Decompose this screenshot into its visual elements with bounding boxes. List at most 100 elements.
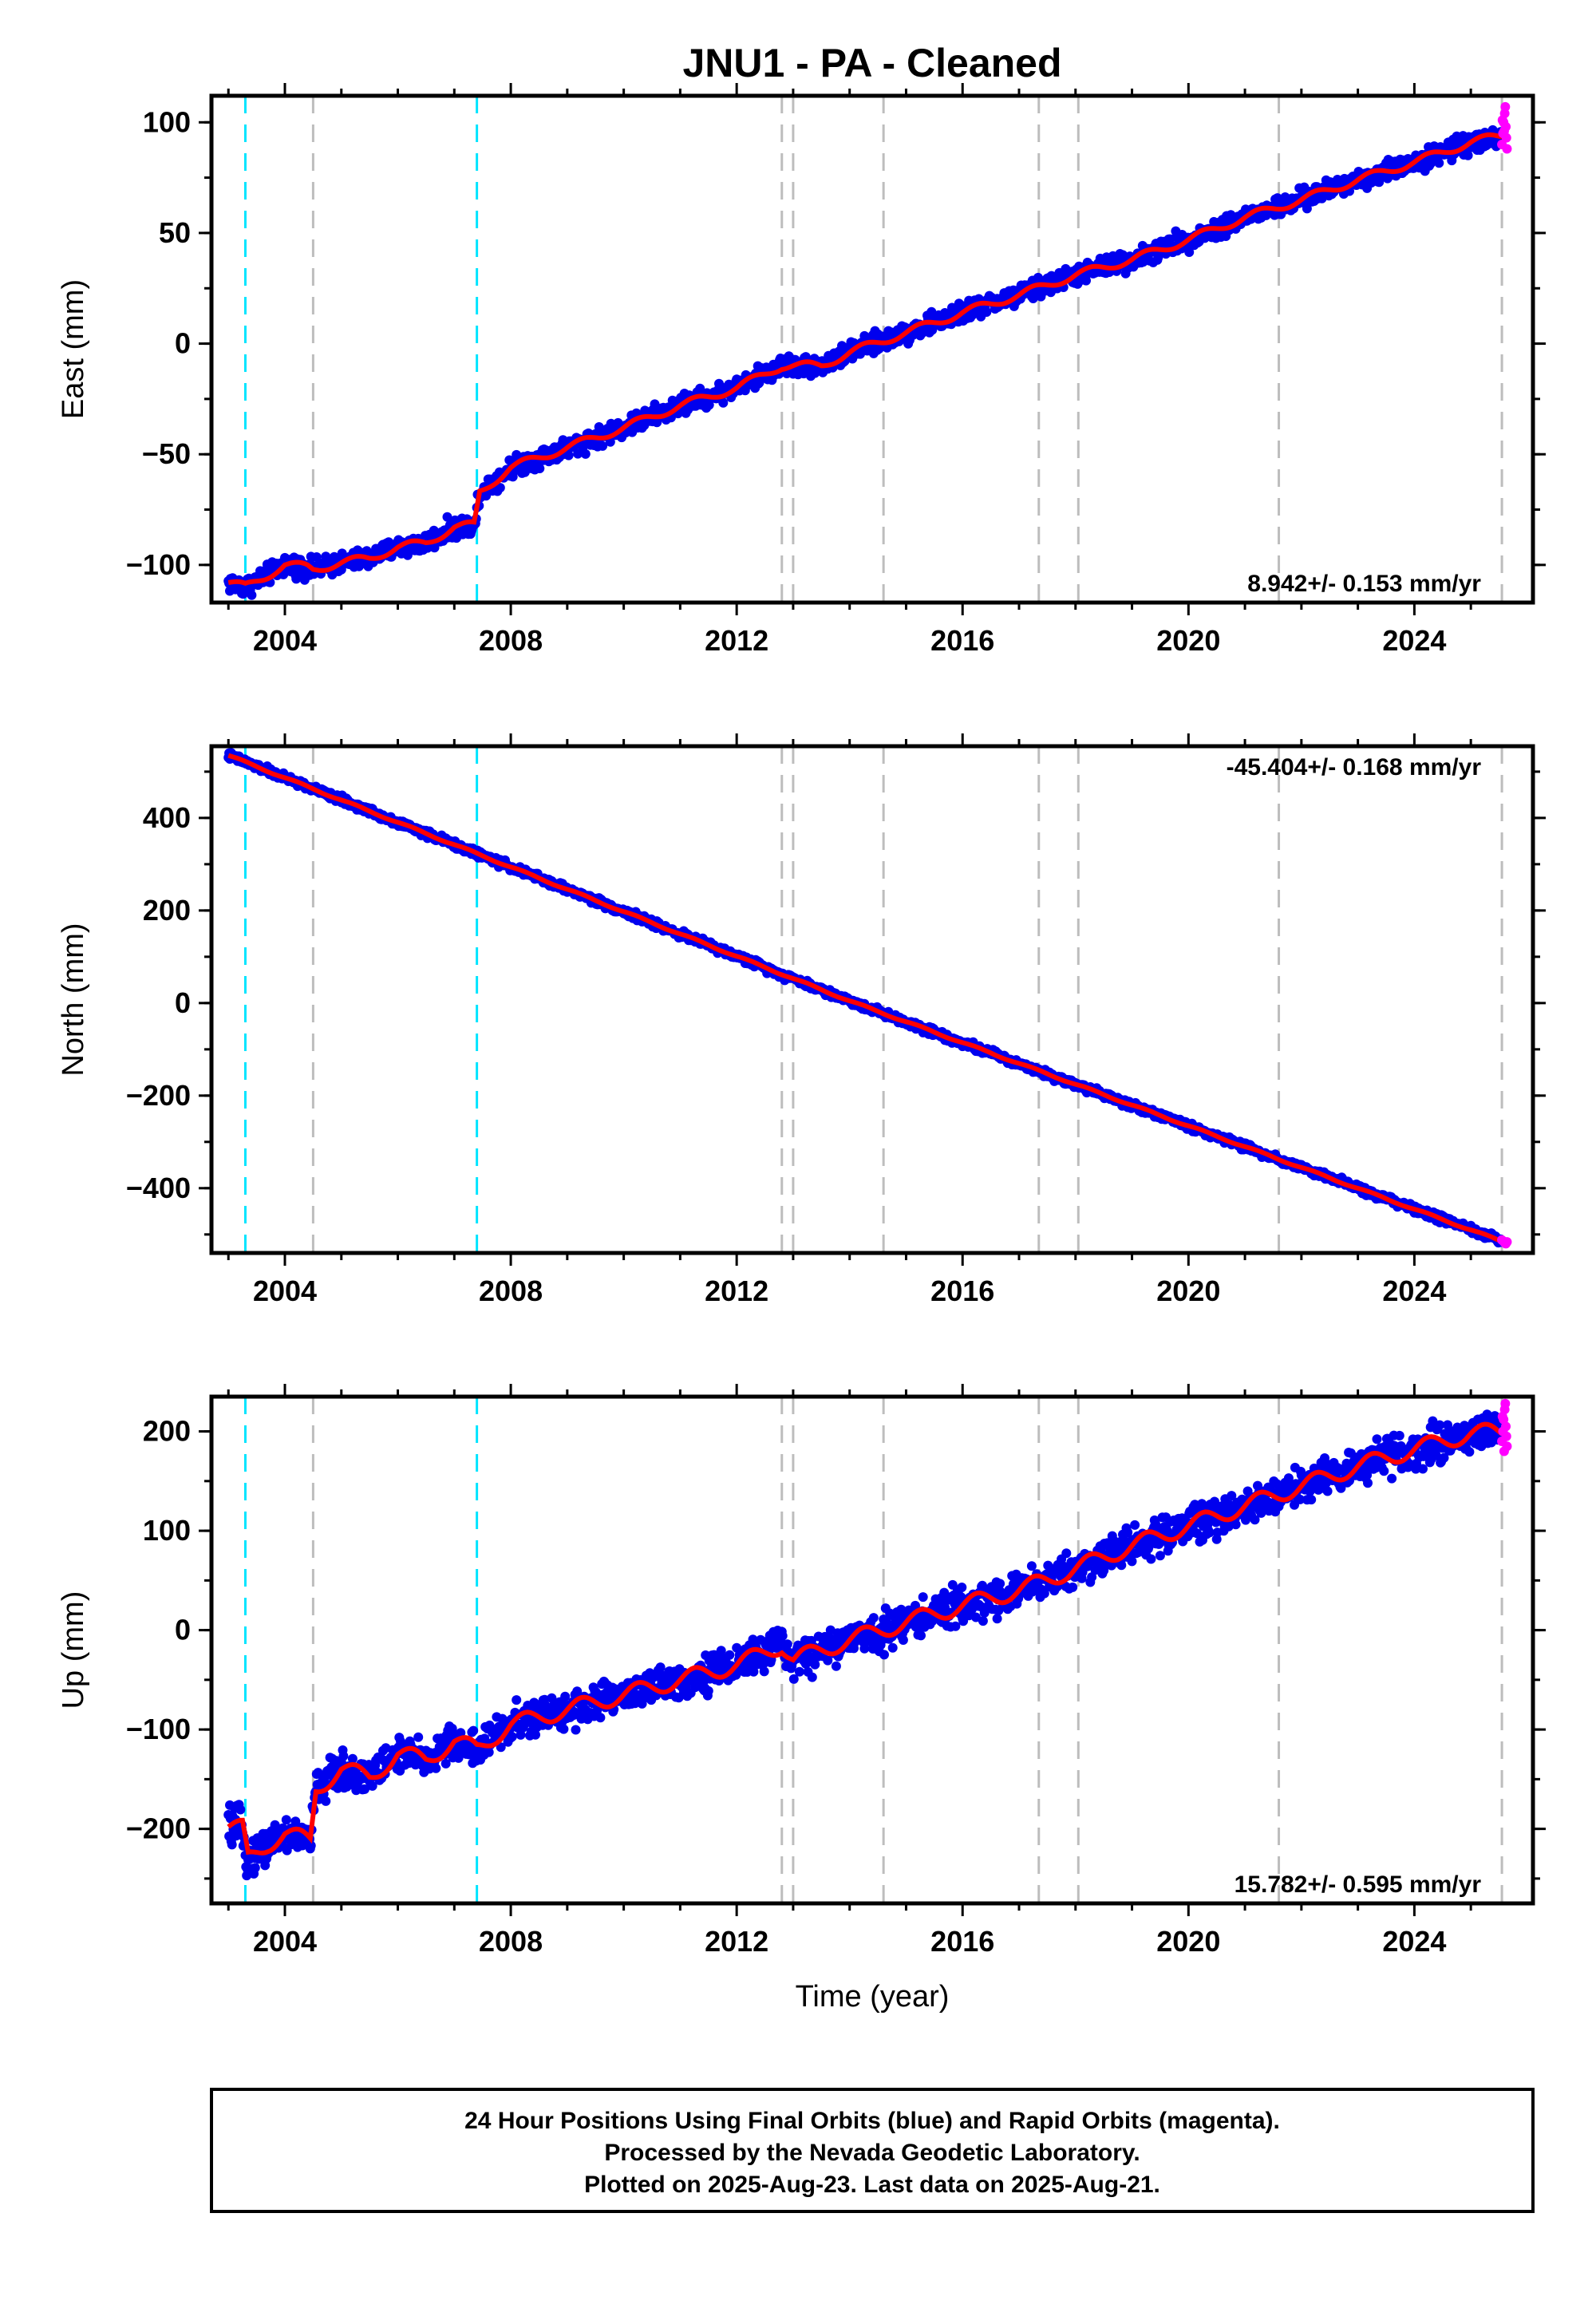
final-orbit-point [560, 1691, 571, 1701]
final-orbit-point [831, 1661, 841, 1671]
plot-frame [209, 744, 1535, 1255]
x-tick-label: 2016 [930, 624, 994, 657]
y-tick-label: 200 [143, 894, 191, 927]
final-orbit-point [655, 1662, 666, 1673]
final-orbit-point [495, 483, 505, 493]
y-tick-label: −400 [126, 1172, 191, 1204]
y-tick-label: 0 [175, 327, 191, 360]
final-orbit-points [223, 1409, 1507, 1881]
final-orbit-point [413, 1732, 424, 1742]
final-orbit-point [347, 1753, 358, 1764]
final-orbit-point [429, 543, 440, 553]
final-orbit-point [1463, 150, 1473, 160]
final-orbit-point [440, 1758, 451, 1769]
final-orbit-point [1081, 275, 1091, 286]
velocity-label: 8.942+/- 0.153 mm/yr [1247, 571, 1481, 597]
final-orbit-point [879, 1650, 889, 1660]
final-orbit-point [749, 1666, 759, 1677]
final-orbit-point [732, 1642, 742, 1653]
rapid-orbit-point [1497, 115, 1507, 125]
final-orbit-point [782, 1639, 792, 1650]
final-orbit-point [572, 1686, 583, 1697]
final-orbit-point [1302, 204, 1312, 214]
final-orbit-point [725, 1650, 735, 1660]
final-orbit-point [563, 450, 574, 460]
final-orbit-point [512, 1695, 522, 1705]
y-tick-label: 0 [175, 986, 191, 1019]
final-orbit-point [311, 552, 322, 562]
final-orbit-point [992, 1614, 1002, 1624]
final-orbit-point [559, 1724, 569, 1734]
x-tick-label: 2008 [479, 624, 543, 657]
final-orbit-point [995, 1579, 1005, 1589]
final-orbit-point [823, 1655, 833, 1666]
final-orbit-point [887, 1642, 898, 1653]
final-orbit-point [484, 1747, 494, 1757]
x-tick-label: 2020 [1156, 624, 1220, 657]
final-orbit-point [442, 512, 452, 522]
final-orbit-point [978, 1616, 988, 1626]
final-orbit-point [918, 1592, 928, 1603]
y-tick-label: −50 [142, 437, 191, 470]
plot-area [223, 1397, 1512, 1903]
final-orbit-point [868, 1613, 879, 1623]
final-orbit-point [580, 449, 591, 459]
x-tick-label: 2012 [705, 1275, 768, 1307]
final-orbit-point [718, 397, 729, 408]
final-orbit-point [531, 1729, 540, 1740]
final-orbit-point [777, 1630, 788, 1641]
final-orbit-point [703, 1686, 713, 1696]
rapid-orbit-points [1497, 1235, 1512, 1249]
final-orbit-point [598, 441, 608, 451]
final-orbit-point [1184, 247, 1195, 257]
y-tick-label: 50 [159, 216, 191, 249]
final-orbit-point [1153, 252, 1163, 263]
final-orbit-point [516, 1729, 526, 1740]
final-orbit-point [250, 1863, 260, 1873]
final-orbit-point [916, 1630, 926, 1641]
rapid-orbit-point [1502, 1237, 1512, 1247]
y-axis-label: North (mm) [57, 923, 90, 1076]
final-orbit-point [595, 1713, 606, 1723]
final-orbit-point [716, 1646, 726, 1656]
final-orbit-point [313, 1768, 323, 1778]
final-orbit-point [788, 1674, 799, 1684]
x-tick-label: 2024 [1382, 1275, 1446, 1307]
final-orbit-point [281, 1815, 291, 1825]
figure-title: JNU1 - PA - Cleaned [682, 41, 1061, 85]
y-tick-label: 400 [143, 801, 191, 834]
final-orbit-point [1026, 1561, 1037, 1571]
final-orbit-point [507, 1732, 517, 1742]
final-orbit-point [571, 1725, 581, 1735]
final-orbit-point [360, 1784, 369, 1794]
final-orbit-point [982, 307, 992, 317]
final-orbit-point [235, 1804, 246, 1815]
x-tick-label: 2024 [1382, 624, 1446, 657]
final-orbit-point [979, 1607, 990, 1618]
x-tick-label: 2012 [705, 624, 768, 657]
final-orbit-point [402, 550, 413, 560]
final-orbit-point [321, 1796, 331, 1806]
final-orbit-point [431, 1763, 441, 1773]
final-orbit-point [759, 1666, 769, 1677]
final-orbit-point [810, 1659, 820, 1670]
final-orbit-point [957, 1583, 967, 1592]
north-panel: 2004 2008 2012 2016 2020 2024−400−2000200400N… [57, 733, 1546, 1307]
x-tick-label: 2008 [479, 1275, 543, 1307]
up-panel: 2004 2008 2012 2016 2020 2024−200−1000100200U… [57, 1384, 1546, 1958]
final-orbit-points [223, 124, 1507, 600]
final-orbit-point [306, 1840, 316, 1851]
rapid-orbit-point [1499, 126, 1509, 136]
velocity-label: -45.404+/- 0.168 mm/yr [1227, 754, 1482, 781]
final-orbit-point [898, 1635, 908, 1645]
plot-frame [209, 93, 1535, 605]
final-orbit-point [971, 1612, 981, 1622]
final-orbit-point [950, 1621, 961, 1631]
final-orbit-point [468, 1725, 479, 1736]
y-tick-label: 100 [143, 105, 191, 138]
x-tick-label: 2016 [930, 1275, 994, 1307]
model-line [227, 132, 1503, 586]
x-tick-label: 2004 [253, 1275, 317, 1307]
final-orbit-point [940, 1603, 950, 1613]
